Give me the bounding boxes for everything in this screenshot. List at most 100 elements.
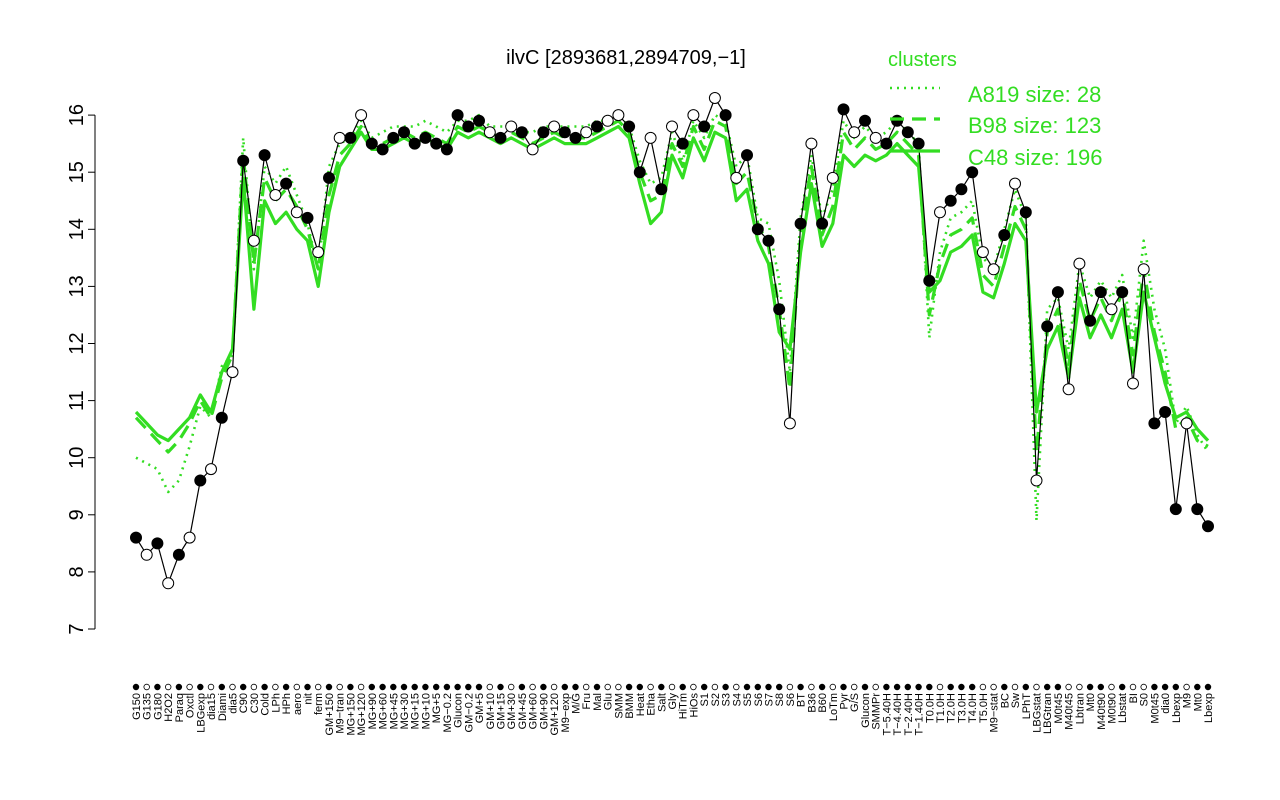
x-tick-label: S8	[774, 693, 786, 706]
data-point	[312, 246, 325, 259]
data-point	[526, 143, 539, 156]
x-strip-marker	[154, 683, 161, 691]
x-strip-marker	[829, 683, 836, 691]
x-tick-label: C90	[238, 693, 250, 713]
y-tick-label: 8	[66, 566, 88, 577]
x-tick-label: S6	[753, 693, 765, 706]
x-tick-label: GM−0.2	[463, 693, 475, 732]
data-point	[548, 120, 561, 133]
x-strip-marker	[550, 683, 558, 691]
data-point	[837, 103, 850, 116]
x-strip-marker	[529, 683, 536, 691]
data-point	[601, 114, 614, 127]
data-point	[741, 149, 753, 162]
data-point	[955, 183, 968, 196]
x-tick-label: MG+15	[410, 693, 422, 729]
data-point	[848, 126, 861, 139]
x-tick-label: G135	[142, 693, 154, 720]
data-point	[676, 137, 689, 150]
data-point	[891, 114, 904, 127]
data-point	[505, 120, 518, 133]
data-point	[387, 131, 400, 144]
x-tick-label: S7	[763, 693, 775, 706]
x-strip-marker	[1140, 683, 1147, 691]
x-tick-label: GM+150	[324, 693, 336, 736]
data-point	[655, 183, 668, 196]
data-point	[376, 143, 389, 156]
data-point	[365, 137, 378, 150]
data-point	[462, 120, 475, 133]
data-point	[151, 537, 164, 550]
x-strip-marker	[926, 683, 933, 691]
data-point	[1116, 286, 1129, 299]
x-strip-marker	[239, 683, 247, 691]
y-tick-label: 14	[66, 218, 88, 240]
x-tick-label: M/G	[571, 693, 583, 714]
x-tick-label: LoTm	[828, 693, 840, 721]
x-tick-label: Glu	[603, 693, 615, 710]
data-point	[623, 120, 636, 133]
x-tick-label: G180	[152, 693, 164, 720]
data-point	[901, 126, 914, 139]
x-tick-label: SMMPr	[871, 693, 883, 730]
axes: 7 8 9 10 11 12 13 14 15 16	[66, 104, 96, 635]
data-point	[1169, 503, 1182, 516]
x-tick-label: Gly	[667, 693, 679, 710]
data-point	[247, 234, 260, 247]
x-tick-label: M40t90	[1096, 693, 1108, 730]
x-strip-marker	[936, 683, 944, 691]
x-strip-marker	[454, 683, 461, 691]
x-strip-marker	[336, 683, 343, 691]
x-strip-marker	[647, 683, 654, 691]
x-strip-marker	[668, 683, 676, 691]
data-point	[301, 211, 314, 224]
data-point	[1202, 520, 1214, 533]
x-strip-marker	[593, 683, 601, 691]
x-tick-label: Glucon	[860, 693, 872, 728]
x-strip-marker	[1086, 683, 1094, 691]
cluster-line-3	[134, 124, 1210, 443]
data-point	[569, 131, 582, 144]
data-point	[430, 137, 443, 150]
data-point	[408, 137, 421, 150]
data-point	[494, 131, 507, 144]
x-tick-label: S1	[699, 693, 711, 706]
data-point	[515, 126, 528, 139]
data-point	[698, 120, 711, 133]
x-tick-label: T−4.40H	[892, 693, 904, 736]
x-tick-label: GM+60	[528, 693, 540, 729]
x-strip-marker	[272, 683, 279, 691]
data-point	[290, 206, 303, 219]
data-point	[1180, 417, 1193, 430]
x-strip-marker	[658, 683, 665, 691]
x-strip-marker	[786, 683, 794, 691]
x-tick-label: T1.0H	[935, 693, 947, 723]
data-point	[1062, 383, 1075, 396]
data-point	[859, 114, 871, 127]
x-tick-label: Lbexp	[1203, 693, 1215, 723]
x-strip-marker	[1065, 683, 1072, 691]
x-strip-marker	[1161, 683, 1169, 691]
x-tick-label: C30	[249, 693, 261, 713]
data-point	[998, 229, 1011, 241]
x-tick-label: GM+45	[517, 693, 529, 729]
x-strip-marker	[1183, 683, 1190, 691]
x-tick-label: GM+5	[474, 693, 486, 723]
data-point	[1159, 406, 1172, 418]
data-point	[1073, 257, 1086, 270]
x-strip-marker	[904, 683, 911, 691]
data-point	[612, 109, 625, 122]
data-point	[1127, 377, 1139, 390]
data-point	[816, 217, 829, 230]
data-point	[1191, 503, 1204, 516]
data-point	[440, 143, 453, 156]
data-point	[719, 109, 732, 122]
x-strip-marker	[615, 683, 622, 691]
data-point	[687, 109, 700, 122]
data-point	[934, 206, 946, 219]
x-strip-marker	[347, 683, 354, 691]
data-point	[1105, 303, 1118, 316]
x-strip-marker	[883, 683, 890, 691]
x-tick-label: LPhT	[1021, 693, 1033, 720]
x-tick-label: MG+5	[431, 693, 443, 723]
